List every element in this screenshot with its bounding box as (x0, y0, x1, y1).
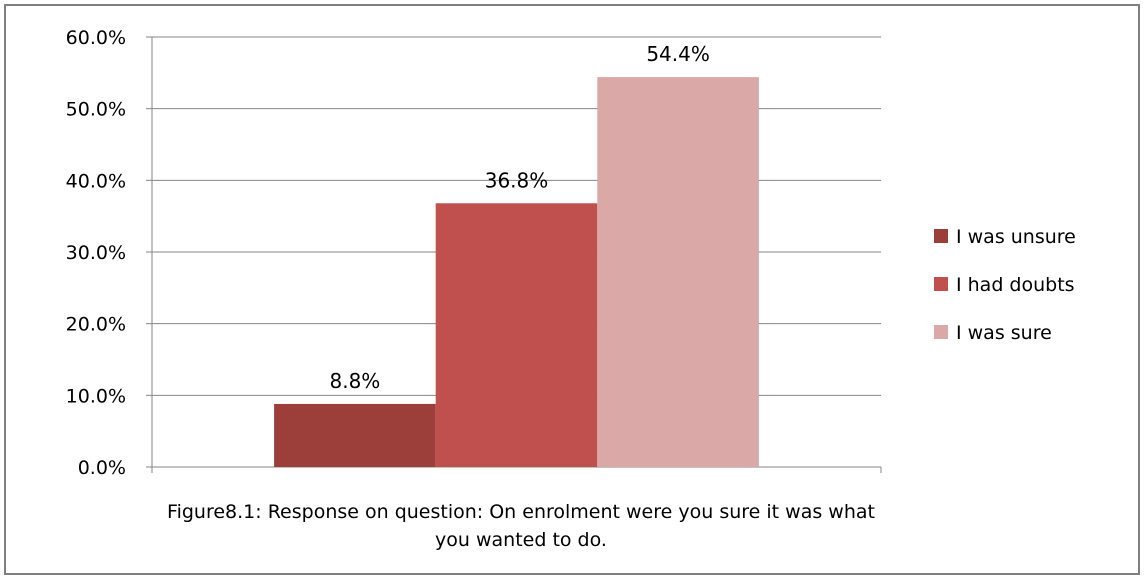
legend-swatch (934, 229, 948, 243)
bar (274, 403, 436, 467)
y-tick-label: 40.0% (66, 170, 126, 192)
bars (274, 77, 759, 467)
legend-swatch (934, 277, 948, 291)
legend-label: I had doubts (956, 274, 1075, 296)
bar (435, 203, 598, 467)
y-tick-label: 20.0% (66, 314, 126, 336)
data-labels: 8.8% 36.8% 54.4% (329, 42, 709, 393)
y-tick-label: 50.0% (66, 99, 126, 121)
bar-data-label: 54.4% (646, 42, 710, 66)
bar-data-label: 36.8% (485, 168, 549, 192)
y-tick-label: 10.0% (66, 385, 126, 407)
bar-chart: 0.0% 10.0% 20.0% 30.0% 40.0% 50.0% 60.0% 8.8% 3… (66, 27, 1076, 479)
y-tick-label: 60.0% (66, 27, 126, 49)
y-tick-label: 30.0% (66, 242, 126, 264)
legend-swatch (934, 325, 948, 339)
bar-data-label: 8.8% (329, 369, 380, 393)
y-tick-label: 0.0% (78, 457, 126, 479)
legend: I was unsure I had doubts I was sure (934, 226, 1076, 344)
figure-caption: Figure8.1: Response on question: On enro… (167, 501, 875, 551)
legend-label: I was sure (956, 322, 1052, 344)
legend-label: I was unsure (956, 226, 1076, 248)
bar (597, 77, 759, 467)
chart-frame: 0.0% 10.0% 20.0% 30.0% 40.0% 50.0% 60.0% 8.8% 3… (4, 4, 1140, 575)
